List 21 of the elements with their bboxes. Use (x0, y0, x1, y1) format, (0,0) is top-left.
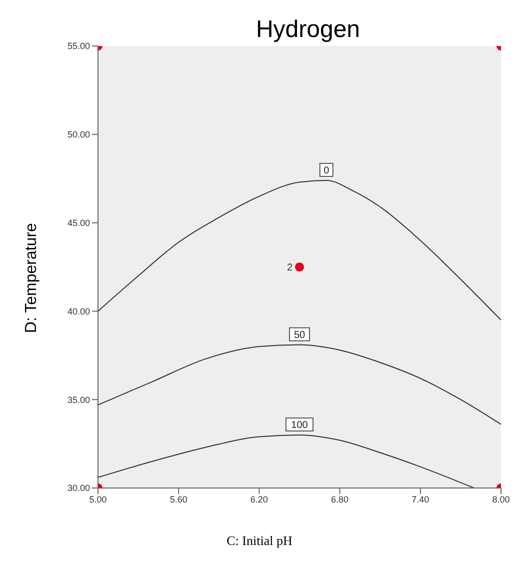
x-tick-label: 6.20 (250, 494, 268, 504)
x-tick-label: 8.00 (492, 494, 510, 504)
chart-title: Hydrogen (254, 16, 362, 44)
x-tick-label: 6.80 (331, 494, 349, 504)
annotation: 2 (286, 262, 293, 274)
y-axis-title: D: Temperature (23, 223, 41, 333)
y-tick-label: 40.00 (67, 306, 90, 316)
series-label: 50 (294, 330, 306, 341)
x-tick-label: 5.60 (170, 494, 188, 504)
y-tick-label: 55.00 (67, 41, 90, 52)
x-axis-title: C: Initial pH (226, 533, 294, 549)
y-tick-label: 45.00 (67, 218, 90, 228)
y-tick-label: 35.00 (67, 394, 90, 405)
x-tick-label: 5.00 (89, 494, 107, 504)
series-label: 100 (291, 420, 308, 431)
line-series (98, 180, 501, 321)
line-series (98, 434, 475, 488)
x-tick-label: 7.40 (412, 494, 430, 504)
y-tick-label: 50.00 (67, 130, 90, 140)
series-label: 0 (324, 165, 330, 176)
y-tick-label: 30.00 (67, 483, 90, 494)
